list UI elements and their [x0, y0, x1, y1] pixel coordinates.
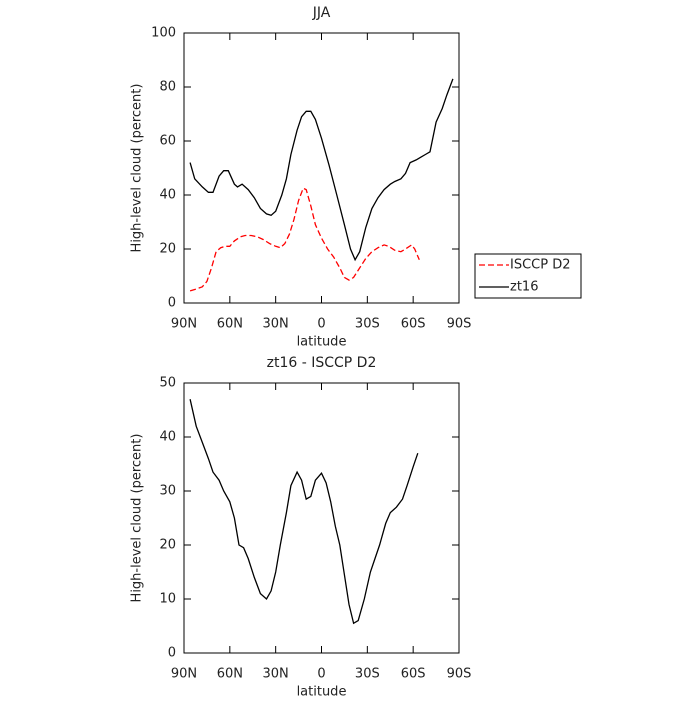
- x-tick-label: 60S: [401, 317, 426, 332]
- data-line: [189, 78, 454, 262]
- y-tick-label: 0: [168, 296, 176, 311]
- x-tick-label: 30S: [355, 667, 380, 682]
- y-tick-label: 50: [159, 376, 176, 391]
- x-tick-label: 0: [317, 317, 325, 332]
- x-tick-label: 60N: [217, 667, 243, 682]
- y-tick-label: 30: [159, 484, 176, 499]
- legend-label: zt16: [510, 280, 538, 295]
- y-tick-label: 20: [159, 242, 176, 257]
- x-tick-label: 30S: [355, 317, 380, 332]
- x-tick-label: 90N: [171, 667, 197, 682]
- x-tick-label: 60N: [217, 317, 243, 332]
- x-tick-label: 30N: [263, 667, 289, 682]
- x-axis-label: latitude: [297, 335, 347, 350]
- y-tick-label: 40: [159, 430, 176, 445]
- chart-title: JJA: [312, 5, 331, 21]
- y-tick-label: 80: [159, 80, 176, 95]
- y-axis-label: High-level cloud (percent): [130, 84, 145, 253]
- plot-frame: [183, 382, 460, 654]
- x-tick-label: 30N: [263, 317, 289, 332]
- chart-title: zt16 - ISCCP D2: [267, 355, 377, 371]
- data-line: [189, 187, 420, 292]
- y-axis-label: High-level cloud (percent): [130, 434, 145, 603]
- y-tick-label: 0: [168, 646, 176, 661]
- x-axis-label: latitude: [297, 685, 347, 700]
- y-tick-label: 20: [159, 538, 176, 553]
- x-tick-label: 0: [317, 667, 325, 682]
- y-tick-label: 40: [159, 188, 176, 203]
- legend-box: [474, 253, 582, 299]
- x-tick-label: 90N: [171, 317, 197, 332]
- y-tick-label: 100: [151, 26, 176, 41]
- plot-frame: [183, 32, 460, 304]
- y-tick-label: 10: [159, 592, 176, 607]
- x-tick-label: 60S: [401, 667, 426, 682]
- y-tick-label: 60: [159, 134, 176, 149]
- x-tick-label: 90S: [447, 667, 472, 682]
- x-tick-label: 90S: [447, 317, 472, 332]
- data-line: [189, 399, 419, 625]
- legend-label: ISCCP D2: [510, 258, 571, 273]
